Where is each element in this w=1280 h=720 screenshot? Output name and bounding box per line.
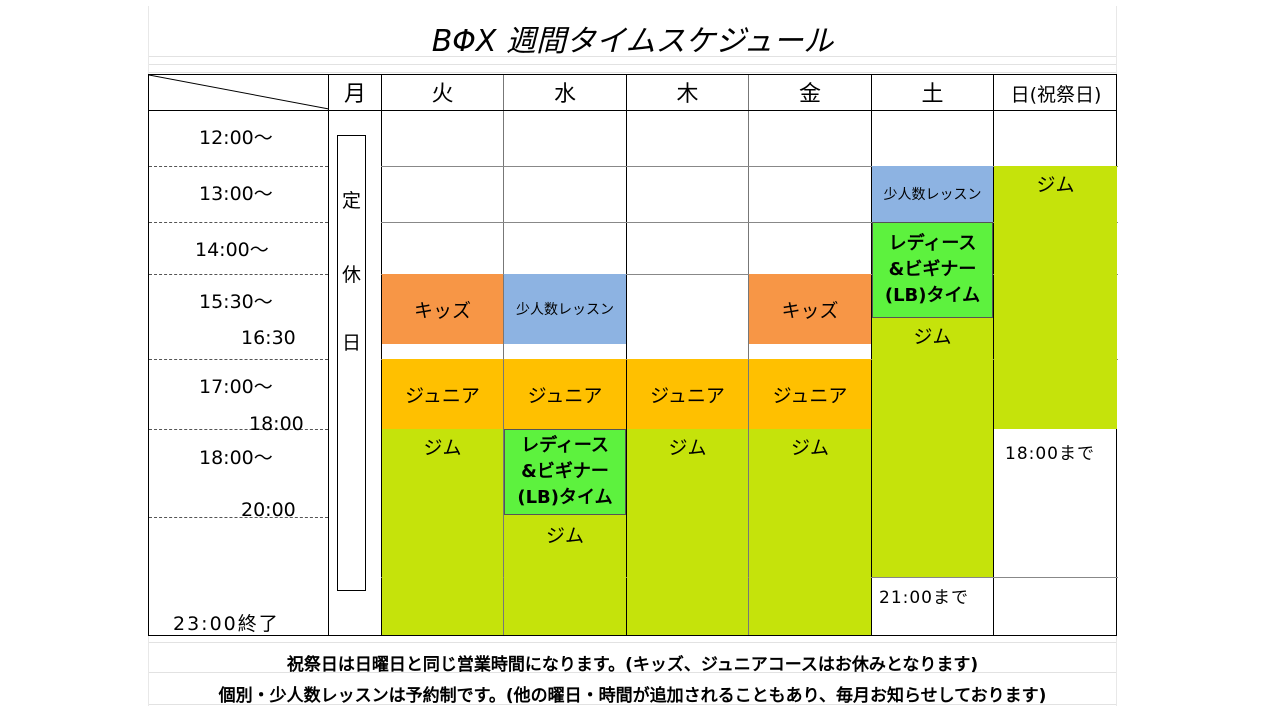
col-line [503,75,504,635]
time-label: 15:30〜 [199,291,273,313]
col-line [626,75,627,635]
grid-line [148,72,1117,73]
time-label: 14:00〜 [195,239,269,261]
ladies-line: レディース [888,233,977,254]
junior-tue: ジュニア [382,359,503,429]
time-label-close: 23:00終了 [173,613,280,635]
ladies-line: レディース [521,435,609,456]
grid-line [148,642,1117,643]
sun-until: 18:00まで [1005,444,1095,464]
schedule-sheet: ΒΦΧ 週間タイムスケジュール 月 火 水 木 金 土 [148,6,1118,706]
closed-char: 休 [341,264,361,286]
grid-line [148,56,1117,57]
ladies-beginner-sat: レディース &ビギナー (LB)タイム [872,222,993,318]
junior-fri: ジュニア [749,359,871,429]
gym-sun: ジム [994,166,1117,429]
gym-wed: ジム [545,524,584,547]
col-line [871,75,872,635]
day-wed: 水 [553,82,576,107]
time-label: 17:00〜 [199,376,273,398]
sat-until: 21:00まで [879,588,969,608]
timetable: 月 火 水 木 金 土 日(祝祭日) 12:00〜 13:00〜 14:00〜 … [148,74,1118,636]
header-line [149,110,1116,111]
note-reservation: 個別・少人数レッスンは予約制です。(他の曜日・時間が追加されることもあり、毎月お… [218,686,1047,706]
note-holiday: 祝祭日は日曜日と同じ営業時間になります。(キッズ、ジュニアコースはお休みとなりま… [286,655,979,675]
gym-fri: ジム [749,429,871,635]
col-line [993,75,994,635]
time-label: 16:30 [241,327,296,349]
junior-wed: ジュニア [504,359,626,429]
row-line [149,517,328,518]
gym-thu: ジム [627,429,748,635]
grid-line [148,704,1117,705]
gym-sat: ジム [872,318,993,577]
ladies-line: &ビギナー [521,461,609,482]
day-fri: 金 [798,82,821,107]
ladies-line: &ビギナー [888,259,977,280]
time-label: 18:00〜 [199,447,273,469]
time-label: 12:00〜 [199,127,273,149]
day-sat: 土 [921,82,944,107]
kids-tue: キッズ [382,274,503,344]
small-lesson-sat: 少人数レッスン [872,166,993,222]
grid-line [148,672,1117,673]
time-label: 20:00 [241,499,296,521]
day-mon: 月 [343,82,366,107]
kids-fri: キッズ [749,274,871,344]
col-line [381,75,382,635]
day-sun: 日(祝祭日) [1010,84,1102,106]
junior-thu: ジュニア [627,359,748,429]
row-line [149,222,328,223]
day-tue: 火 [431,82,454,107]
closed-char: 定 [341,190,361,212]
time-label: 13:00〜 [199,183,273,205]
row-line [381,222,1118,223]
closed-day-box: 定 休 日 [337,135,366,591]
grid-line [148,64,1117,65]
row-line [149,359,328,360]
time-label: 18:00 [249,413,304,435]
row-line [149,429,328,430]
small-lesson-wed: 少人数レッスン [504,274,626,344]
col-line [748,75,749,635]
ladies-line: (LB)タイム [517,487,613,508]
row-line [149,274,328,275]
page-title: ΒΦΧ 週間タイムスケジュール [431,24,834,59]
ladies-beginner-wed: レディース &ビギナー (LB)タイム [504,429,626,515]
header-diagonal [149,75,329,110]
row-line [149,166,328,167]
row-line [381,166,1118,167]
col-line [328,75,329,635]
closed-char: 日 [341,332,361,354]
day-thu: 木 [676,82,699,107]
gym-tue: ジム [382,429,503,635]
ladies-line: (LB)タイム [884,285,981,306]
